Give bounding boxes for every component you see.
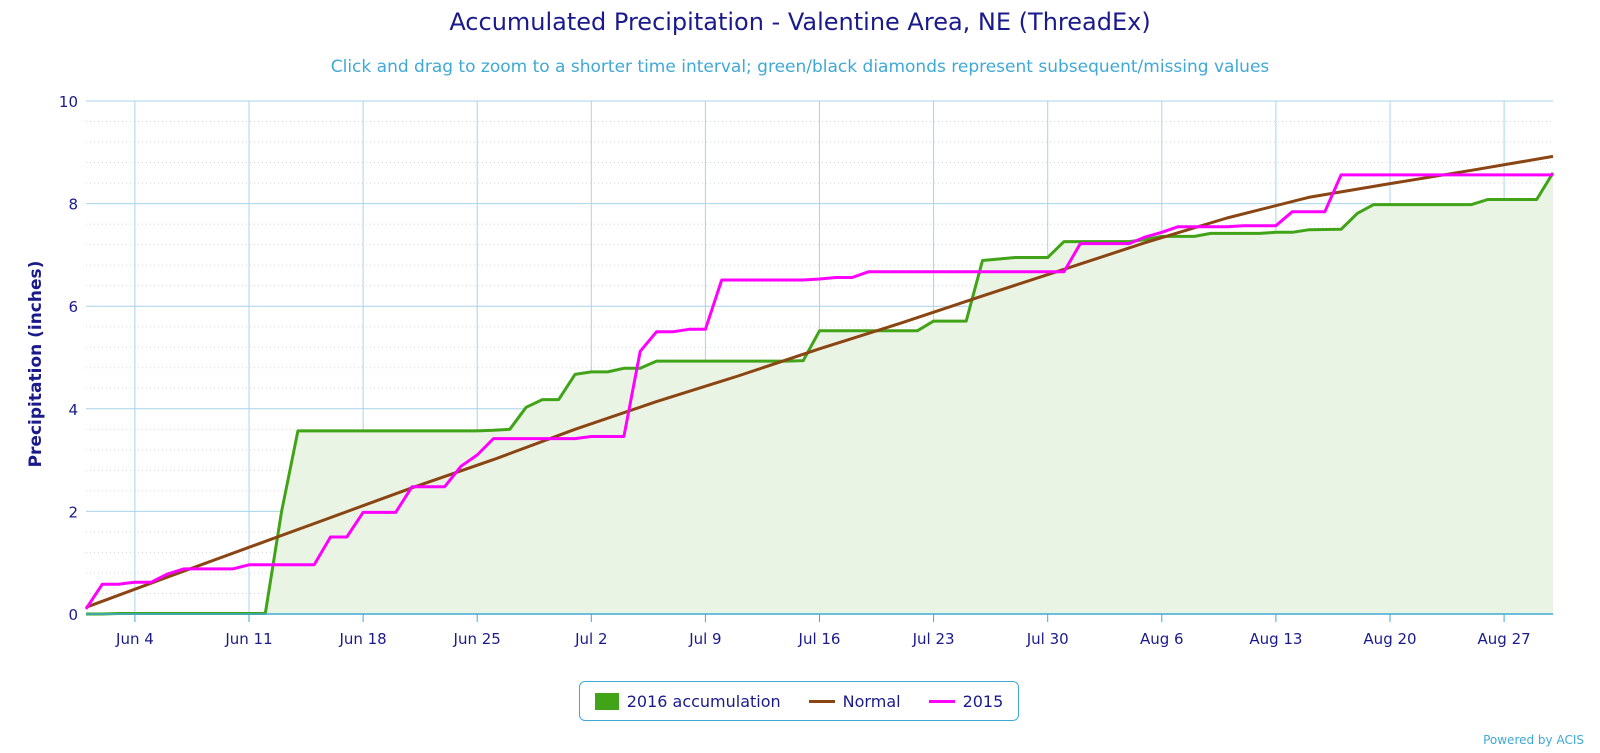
x-tick-label: Jul 2	[574, 630, 607, 648]
chart-title: Accumulated Precipitation - Valentine Ar…	[449, 8, 1151, 36]
legend-item-2015[interactable]: 2015	[928, 691, 1004, 711]
legend-item-2016[interactable]: 2016 accumulation	[594, 691, 781, 711]
legend-item-normal[interactable]: Normal	[808, 691, 901, 711]
x-tick-label: Jun 25	[453, 630, 501, 648]
axes: 0 2 4 6 8 10 Jun 4 Jun 11 Jun 18 Jun 25 Jul 2 Jul 9…	[59, 93, 1553, 648]
credits-link[interactable]: Powered by ACIS	[1483, 733, 1584, 747]
series-line-normal	[85, 154, 1554, 609]
x-tick-label: Aug 13	[1249, 630, 1302, 648]
chart-subtitle: Click and drag to zoom to a shorter time…	[330, 57, 1270, 77]
y-tick-label: 6	[68, 298, 78, 316]
legend: 2016 accumulation Normal 2015	[579, 681, 1019, 721]
legend-swatch-2015	[928, 699, 955, 703]
x-tick-label: Jun 18	[338, 630, 386, 648]
legend-label-2016: 2016 accumulation	[626, 691, 781, 711]
x-tick-label: Jul 9	[688, 630, 721, 648]
x-tick-label: Jul 23	[912, 630, 955, 648]
x-tick-label: Jul 30	[1026, 630, 1069, 648]
series-area-2016	[86, 172, 1553, 615]
legend-label-2015: 2015	[962, 691, 1004, 711]
x-tick-label: Aug 27	[1478, 630, 1531, 648]
x-tick-label: Jun 11	[224, 630, 272, 648]
series-line-2015	[84, 173, 1553, 610]
series-line-2016	[86, 172, 1555, 616]
y-tick-label: 4	[68, 401, 78, 419]
x-tick-label: Jun 4	[115, 630, 154, 648]
y-tick-label: 10	[59, 93, 78, 111]
x-tick-label: Aug 20	[1363, 630, 1416, 648]
legend-swatch-normal	[808, 699, 835, 703]
legend-label-normal: Normal	[842, 691, 901, 711]
legend-swatch-2016	[594, 692, 619, 710]
x-tick-label: Aug 6	[1140, 630, 1184, 648]
y-tick-label: 0	[68, 606, 78, 624]
y-tick-label: 8	[68, 196, 78, 214]
series-layer	[84, 154, 1555, 616]
y-tick-label: 2	[68, 503, 78, 521]
x-tick-label: Jul 16	[798, 630, 841, 648]
